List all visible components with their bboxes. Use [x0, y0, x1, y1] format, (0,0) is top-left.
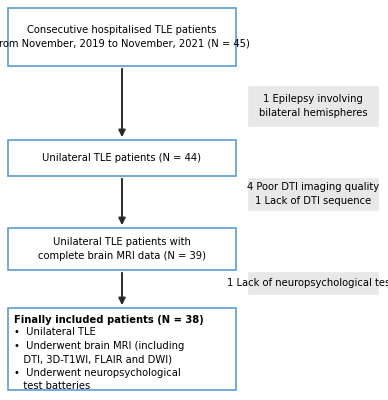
Text: 1 Lack of neuropsychological tests: 1 Lack of neuropsychological tests [227, 278, 388, 288]
Text: •  Unilateral TLE
•  Underwent brain MRI (including
   DTI, 3D-T1WI, FLAIR and D: • Unilateral TLE • Underwent brain MRI (… [14, 327, 184, 391]
Text: 1 Epilepsy involving
bilateral hemispheres: 1 Epilepsy involving bilateral hemispher… [259, 94, 367, 118]
Bar [8, 228, 236, 270]
Bar [8, 308, 236, 390]
Bar [8, 140, 236, 176]
Text: Unilateral TLE patients (N = 44): Unilateral TLE patients (N = 44) [43, 153, 201, 163]
Text: Consecutive hospitalised TLE patients
From November, 2019 to November, 2021 (N =: Consecutive hospitalised TLE patients Fr… [0, 25, 250, 49]
Bar [248, 178, 378, 210]
Text: 4 Poor DTI imaging quality
1 Lack of DTI sequence: 4 Poor DTI imaging quality 1 Lack of DTI… [247, 182, 379, 206]
Text: Finally included patients (N = 38): Finally included patients (N = 38) [14, 315, 204, 325]
Bar [248, 272, 378, 294]
Bar [8, 8, 236, 66]
Text: Unilateral TLE patients with
complete brain MRI data (N = 39): Unilateral TLE patients with complete br… [38, 237, 206, 261]
Bar [248, 86, 378, 126]
